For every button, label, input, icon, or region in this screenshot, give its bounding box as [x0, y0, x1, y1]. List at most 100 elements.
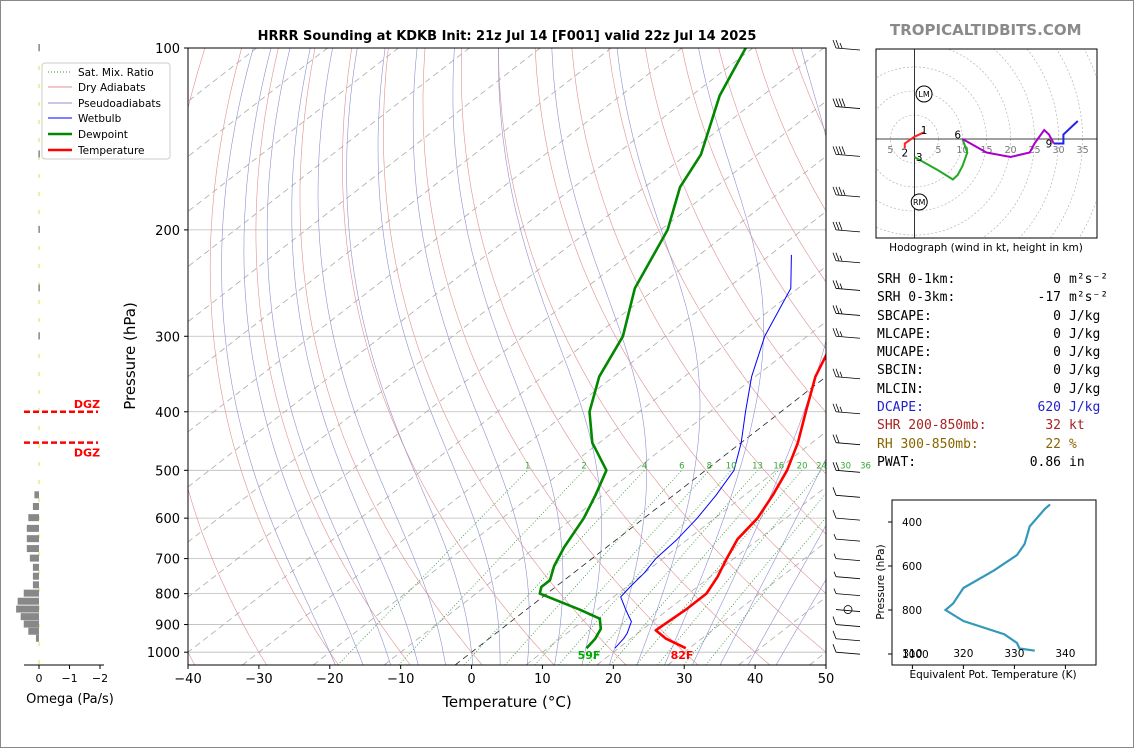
hodograph-segment-0-1km — [903, 131, 925, 148]
index-unit: J/kg — [1069, 345, 1101, 361]
index-value: 0 — [1053, 381, 1061, 397]
dgz-label: DGZ — [74, 398, 100, 411]
dry-adiabat — [681, 48, 826, 350]
x-tick-label: 0 — [467, 672, 475, 687]
dry-adiabat — [608, 48, 826, 475]
skewt-ticks: −40 −30 −20 −10 0 10 20 30 40 50 100 200 300 400 500 60… — [147, 42, 834, 687]
omega-bar — [38, 150, 40, 158]
wind-barb-flag — [835, 328, 840, 337]
wind-barb-shaft — [835, 288, 861, 291]
dry-adiabat — [571, 48, 826, 535]
wind-barb-flag — [832, 403, 837, 412]
mixing-ratio-line — [337, 470, 528, 665]
dry-adiabat — [342, 48, 555, 665]
omega-bar — [38, 284, 40, 292]
wind-barb-flag — [832, 146, 837, 155]
index-value: 22 — [1045, 436, 1061, 452]
y-tick-label: 100 — [155, 42, 180, 57]
x-tick-label: 30 — [676, 672, 693, 687]
moist-adiabat — [317, 48, 446, 665]
index-label: SRH 0-3km: — [877, 290, 956, 306]
index-unit: J/kg — [1069, 308, 1101, 324]
wind-barb-half — [839, 308, 843, 314]
skewt-profiles — [538, 48, 826, 650]
wind-barb-flag — [832, 252, 837, 261]
index-label: DCAPE: — [877, 400, 924, 416]
isotherm — [188, 155, 826, 653]
calm-marker — [843, 605, 853, 614]
mixing-ratio-label: 1 — [525, 461, 530, 471]
wind-barb-flag — [832, 616, 837, 625]
omega-bar — [28, 514, 39, 522]
index-unit: m²s⁻² — [1069, 272, 1109, 287]
dgz-markers: DGZ DGZ — [24, 398, 100, 460]
mixing-ratio-line — [705, 516, 826, 665]
dry-adiabat — [299, 48, 483, 665]
hodograph-height-label: 6 — [954, 130, 961, 142]
index-unit: % — [1069, 436, 1077, 452]
dry-adiabat — [188, 48, 267, 665]
wind-barb-shaft — [835, 576, 861, 580]
index-row: MLCAPE: 0 J/kg — [877, 326, 1100, 345]
x-tick-label: −10 — [387, 672, 414, 687]
moist-adiabat — [377, 48, 501, 665]
wind-barb-flag — [835, 462, 840, 471]
wind-barb-flag — [835, 221, 840, 231]
wind-barb-half — [839, 42, 843, 49]
wind-barb-flag — [832, 39, 837, 49]
index-value: 0 — [1053, 326, 1061, 342]
wind-barb-flag — [835, 305, 840, 314]
hodograph-rings: 5 10 15 20 25 30 35 5 — [876, 49, 1097, 238]
index-unit: J/kg — [1069, 381, 1101, 397]
moist-adiabat — [775, 579, 826, 665]
moist-adiabat — [616, 48, 701, 665]
omega-bar — [26, 524, 39, 532]
dgz-label: DGZ — [74, 447, 100, 460]
x-tick-label: −30 — [245, 672, 272, 687]
index-value: 0.86 — [1029, 454, 1061, 470]
theta-e-frame — [891, 499, 1097, 666]
wind-barb-flag — [841, 98, 846, 107]
index-row: PWAT: 0.86 in — [877, 455, 1097, 473]
omega-bar — [38, 225, 40, 233]
wind-barb-flag — [835, 403, 840, 412]
index-row: RH 300-850mb: 22% — [877, 437, 1097, 455]
y-tick-label: 700 — [155, 553, 180, 568]
index-row: SHR 200-850mb: 32 kt — [877, 418, 1097, 436]
mixing-ratio-line — [558, 470, 732, 665]
index-value: 0 — [1053, 308, 1061, 324]
mixing-ratio-label: 2 — [581, 461, 586, 471]
wind-barb-half — [839, 283, 843, 289]
skewt-panel: −40 −30 −20 −10 0 10 20 30 40 50 100 200 300 400 500 60… — [121, 39, 871, 711]
theta-e-y-tick-label: 1000 — [902, 649, 929, 661]
hodograph-height-label: 3 — [916, 152, 923, 164]
skewt-frame — [187, 47, 827, 666]
omega-bar — [17, 597, 39, 605]
isotherm — [188, 100, 826, 598]
x-tick-label: 10 — [534, 672, 551, 687]
hodograph-ring-label: 25 — [1028, 145, 1040, 156]
index-row: SBCIN: 0 J/kg — [877, 363, 1100, 381]
wind-barb-shaft — [835, 376, 861, 380]
wind-barb-half — [833, 571, 837, 577]
isotherm — [188, 48, 683, 433]
moist-adiabat — [664, 48, 764, 665]
y-tick-label: 900 — [155, 619, 180, 634]
surface-dewpoint-label: 59F — [578, 649, 601, 662]
dewpoint-profile — [538, 48, 747, 650]
x-axis-label: Temperature (°C) — [441, 693, 571, 711]
moist-adiabat — [291, 48, 419, 665]
wind-barb-shaft — [835, 638, 861, 642]
wind-barb-shaft — [835, 538, 861, 542]
moist-adiabat — [498, 48, 602, 665]
index-label: MLCAPE: — [877, 326, 932, 342]
wind-barb-half — [833, 553, 837, 559]
dry-adiabat — [498, 48, 826, 653]
mixing-ratio-line — [463, 470, 645, 665]
theta-e-x-tick-label: 340 — [1055, 648, 1075, 660]
omega-bar — [29, 554, 39, 562]
hodograph-ring-label: 35 — [1077, 145, 1089, 156]
omega-bar — [38, 332, 40, 340]
index-value: 0 — [1053, 363, 1061, 379]
wind-barb-shaft — [835, 229, 861, 233]
